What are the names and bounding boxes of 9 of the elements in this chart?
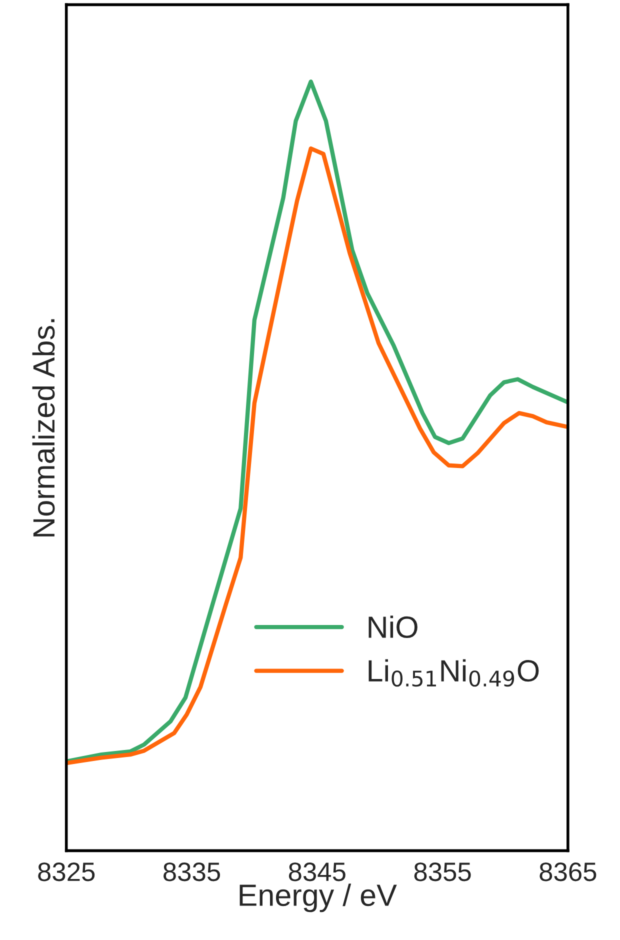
- x-tick-label: 8325: [38, 862, 95, 882]
- legend-label: NiO: [368, 616, 418, 638]
- x-tick-label: 8355: [414, 862, 471, 882]
- x-tick-label: 8345: [288, 862, 346, 882]
- x-tick-label: 8365: [540, 862, 596, 882]
- x-axis-title: Energy / eV: [240, 884, 397, 912]
- legend-label: Li$_{0.51}$Ni$_{0.49}$O: [368, 659, 539, 687]
- x-tick-label: 8335: [164, 862, 220, 882]
- y-axis-title: Normalized Abs.: [32, 319, 55, 536]
